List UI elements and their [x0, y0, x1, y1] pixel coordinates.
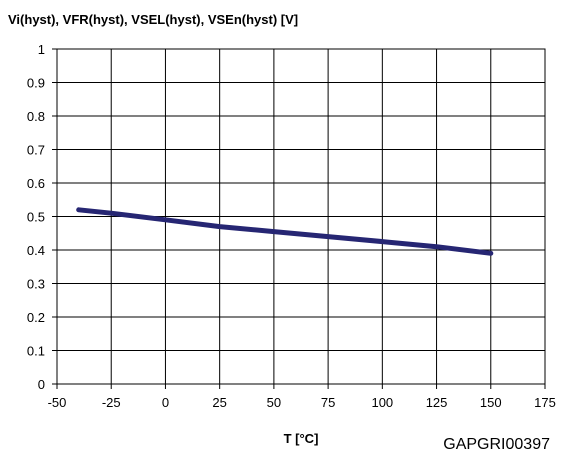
y-tick-label: 0.3 [27, 277, 45, 292]
y-tick-label: 0.4 [27, 243, 45, 258]
x-tick-label: 50 [267, 395, 281, 410]
y-axis-ticks: 0 0.1 0.2 0.3 0.4 0.5 0.6 0.7 0.8 0.9 1 [27, 42, 57, 392]
y-tick-label: 0.5 [27, 210, 45, 225]
x-tick-label: -25 [102, 395, 121, 410]
x-tick-label: 0 [162, 395, 169, 410]
y-tick-label: 0.9 [27, 76, 45, 91]
figure-id: GAPGRI00397 [443, 436, 550, 453]
series-line [76, 207, 494, 256]
y-tick-label: 0.6 [27, 176, 45, 191]
grid-lines [57, 49, 545, 384]
x-tick-label: -50 [48, 395, 67, 410]
y-tick-label: 0.2 [27, 310, 45, 325]
x-tick-label: 100 [371, 395, 393, 410]
y-tick-label: 0.8 [27, 109, 45, 124]
y-tick-label: 0.7 [27, 143, 45, 158]
x-tick-label: 150 [480, 395, 502, 410]
y-tick-label: 0.1 [27, 344, 45, 359]
x-tick-label: 175 [534, 395, 556, 410]
x-tick-label: 25 [212, 395, 226, 410]
x-tick-label: 75 [321, 395, 335, 410]
x-axis-label: T [°C] [284, 431, 319, 446]
y-tick-label: 0 [38, 377, 45, 392]
x-tick-label: 125 [426, 395, 448, 410]
x-axis-ticks: -50 -25 0 25 50 75 100 125 150 175 [48, 384, 556, 410]
chart-title: Vi(hyst), VFR(hyst), VSEL(hyst), VSEn(hy… [8, 12, 298, 27]
y-tick-label: 1 [38, 42, 45, 57]
